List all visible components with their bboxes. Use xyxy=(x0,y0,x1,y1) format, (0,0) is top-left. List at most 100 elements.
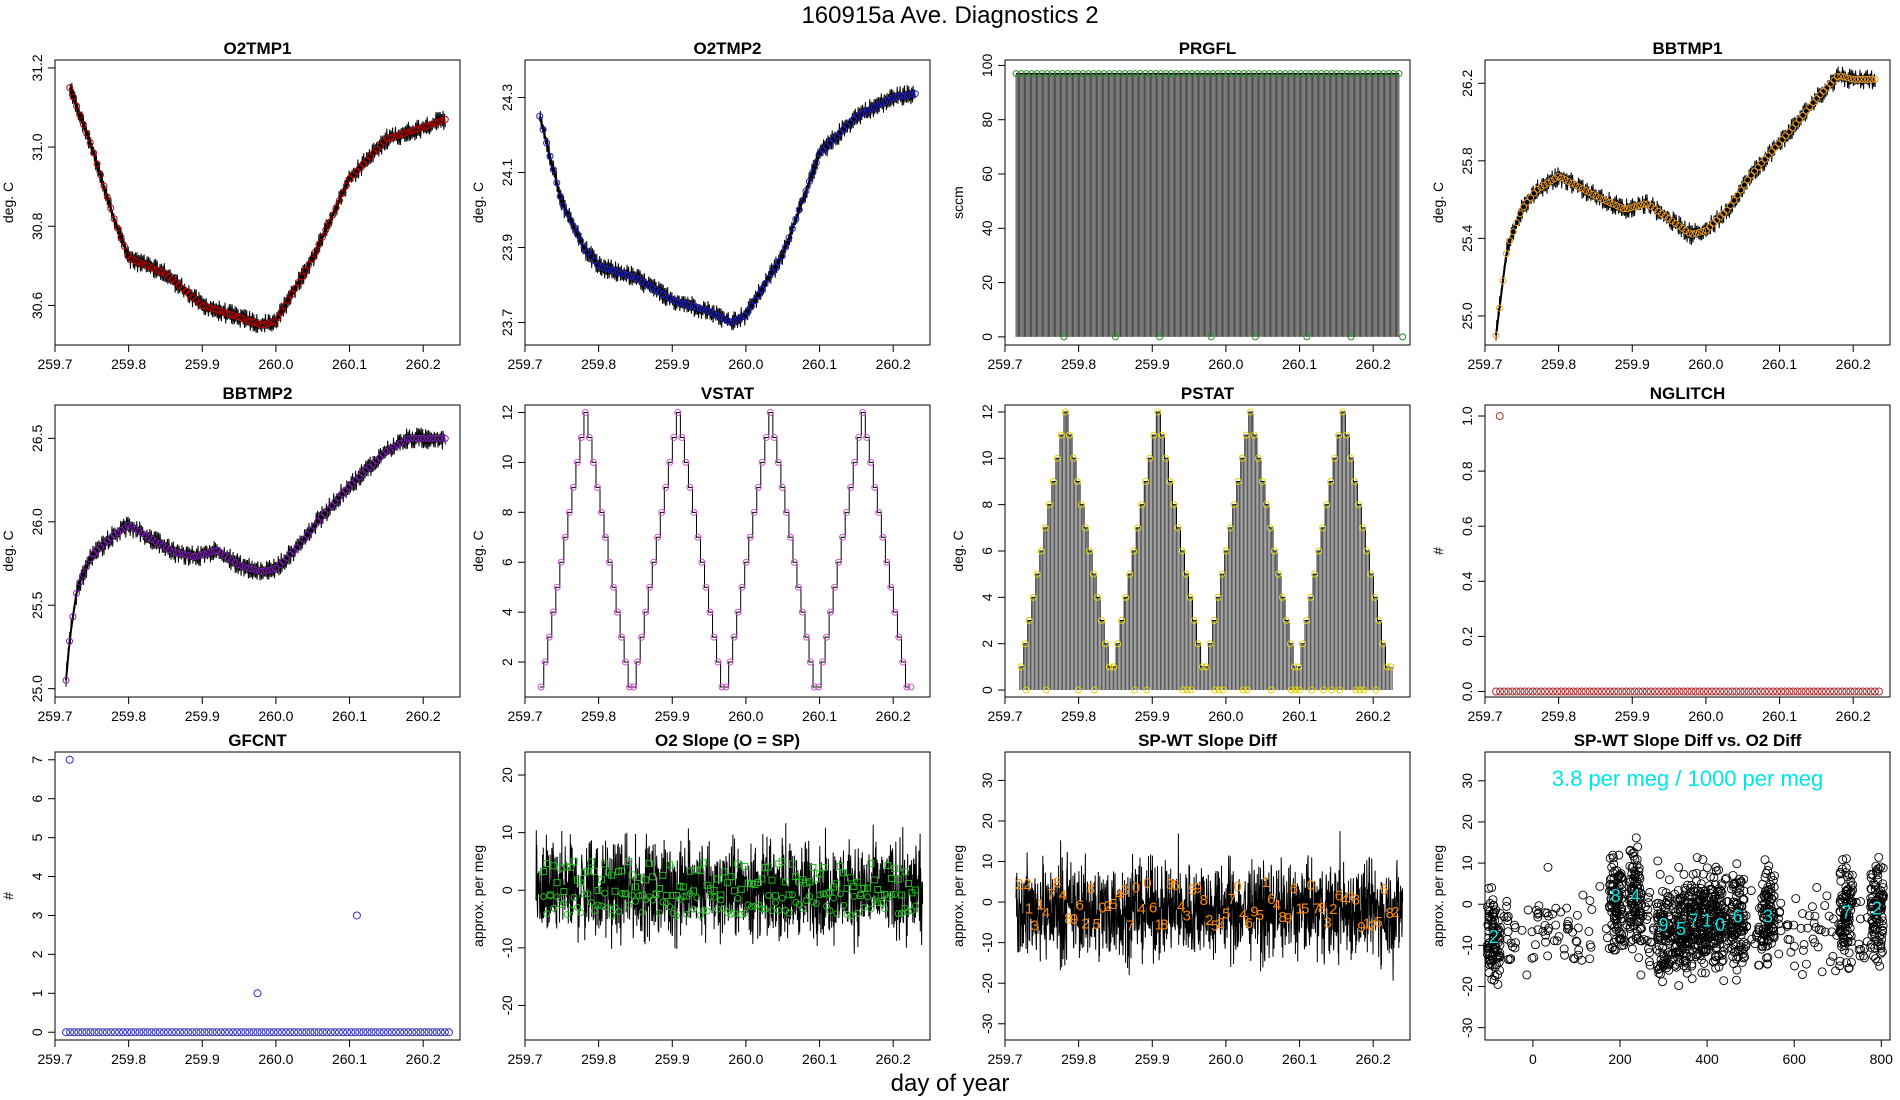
data-point xyxy=(1653,856,1663,866)
data-point-square xyxy=(700,859,708,867)
data-point xyxy=(1276,70,1284,78)
data-point xyxy=(1560,950,1570,960)
data-point xyxy=(428,120,436,128)
data-point xyxy=(196,551,204,559)
data-point-square xyxy=(584,867,592,875)
data-point xyxy=(734,894,742,902)
data-point xyxy=(110,1028,119,1037)
data-point-zero xyxy=(1303,333,1311,341)
data-point xyxy=(226,310,234,318)
data-point xyxy=(1628,875,1638,884)
data-point xyxy=(1045,501,1053,509)
data-point xyxy=(835,558,843,566)
data-point xyxy=(672,297,680,305)
data-point xyxy=(1206,640,1214,648)
data-point xyxy=(1714,951,1724,961)
data-point xyxy=(282,1028,291,1037)
data-point-square xyxy=(560,888,568,896)
data-point-outlier xyxy=(65,755,74,764)
data-point xyxy=(1664,927,1674,937)
data-point xyxy=(722,683,730,691)
data-point xyxy=(1033,570,1041,578)
data-point-zero xyxy=(1251,333,1259,341)
data-point xyxy=(331,498,339,506)
data-point xyxy=(1858,687,1867,696)
data-point xyxy=(846,912,854,920)
data-point-square xyxy=(713,875,721,883)
data-point xyxy=(332,204,340,212)
data-point xyxy=(1186,593,1194,601)
series-label: 3 xyxy=(1323,914,1331,931)
series-label: 1 xyxy=(1262,874,1270,891)
data-point xyxy=(638,908,646,916)
data-point xyxy=(431,119,439,127)
data-point xyxy=(1114,640,1122,648)
data-point xyxy=(1756,687,1765,696)
data-point xyxy=(1644,957,1654,967)
data-point xyxy=(123,1028,132,1037)
data-point-zero xyxy=(1291,686,1299,694)
data-point xyxy=(1118,617,1126,625)
series-label: 7 xyxy=(1047,886,1055,903)
data-point xyxy=(1661,888,1671,898)
data-point xyxy=(1763,893,1773,903)
panel-title: O2TMP1 xyxy=(223,39,291,58)
data-point xyxy=(1245,70,1253,78)
data-point xyxy=(438,434,446,442)
data-point xyxy=(1565,687,1574,696)
data-point xyxy=(713,311,721,319)
data-point xyxy=(1575,183,1583,191)
y-tick-label: -20 xyxy=(979,973,995,993)
data-point xyxy=(1763,953,1773,962)
plot-frame xyxy=(54,404,461,698)
data-point xyxy=(1744,176,1752,184)
y-tick-label: 25.4 xyxy=(1459,225,1475,252)
data-point xyxy=(1771,144,1779,152)
x-tick-label: 260.0 xyxy=(1208,1051,1243,1067)
data-point xyxy=(254,320,261,328)
data-point xyxy=(1064,70,1072,78)
data-point xyxy=(1703,687,1712,696)
data-point xyxy=(730,909,738,917)
data-point xyxy=(908,907,916,915)
data-point xyxy=(799,196,807,204)
data-point xyxy=(1844,948,1854,958)
data-point xyxy=(1057,431,1065,439)
data-point xyxy=(1663,687,1672,696)
data-point xyxy=(434,434,442,442)
data-point xyxy=(1769,687,1778,696)
data-point xyxy=(630,683,638,691)
series-label: 9 xyxy=(1250,903,1258,920)
data-point-square xyxy=(887,874,895,882)
data-point xyxy=(1483,950,1492,960)
data-point xyxy=(145,533,153,541)
data-point xyxy=(1616,203,1624,211)
x-tick-label: 259.9 xyxy=(1135,356,1170,372)
data-point xyxy=(308,255,316,263)
data-point xyxy=(1687,974,1697,984)
x-tick-label: 260.1 xyxy=(1282,356,1317,372)
data-point xyxy=(326,1028,335,1037)
data-point xyxy=(1854,687,1863,696)
y-tick-label: 20 xyxy=(499,767,515,783)
data-point xyxy=(553,893,561,901)
data-point xyxy=(148,264,156,272)
series-mean-line xyxy=(68,87,446,326)
data-point xyxy=(1799,940,1809,949)
data-point xyxy=(655,909,663,917)
data-point xyxy=(1543,862,1553,872)
data-point xyxy=(795,900,803,908)
data-point xyxy=(843,910,851,918)
data-point xyxy=(1640,200,1648,208)
data-point xyxy=(1867,897,1876,907)
data-point xyxy=(1732,859,1742,869)
plot-frame xyxy=(1484,59,1891,346)
data-point xyxy=(1616,906,1626,916)
data-point xyxy=(812,900,820,908)
data-point-zero xyxy=(1295,686,1303,694)
data-point-zero xyxy=(1287,686,1295,694)
data-point xyxy=(119,1028,128,1037)
data-point xyxy=(216,1028,225,1037)
data-point xyxy=(1786,947,1796,957)
data-point xyxy=(264,319,272,327)
